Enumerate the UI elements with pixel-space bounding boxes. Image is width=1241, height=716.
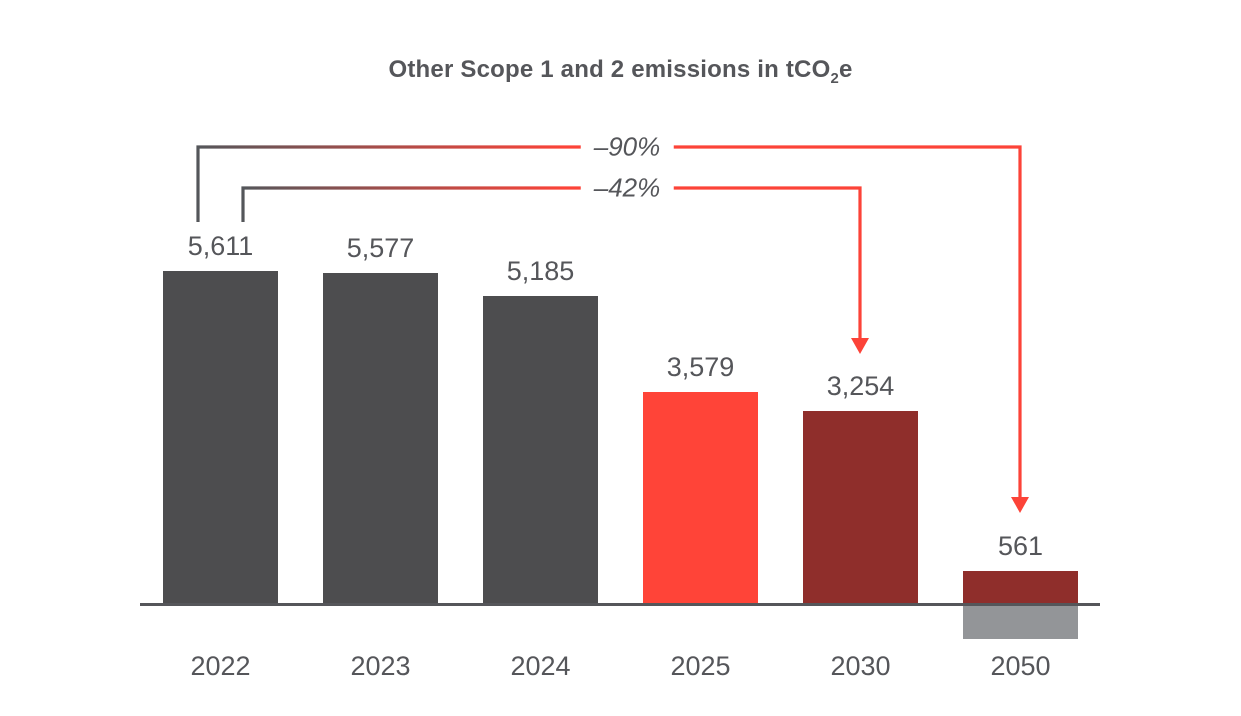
bar-value-label-2023: 5,577 bbox=[346, 233, 415, 263]
annotation-minus-42-label: –42% bbox=[580, 172, 674, 204]
chart-title-prefix: Other Scope 1 and 2 emissions in tCO bbox=[388, 56, 831, 83]
x-axis-label-2023: 2023 bbox=[350, 651, 411, 681]
bar-value-label-2022: 5,611 bbox=[187, 231, 254, 261]
bar-value-label-2030: 3,254 bbox=[826, 371, 895, 401]
bar-2022 bbox=[163, 271, 278, 604]
bar-2030 bbox=[803, 411, 918, 604]
x-axis-line bbox=[140, 603, 1100, 606]
chart-title-subscript: 2 bbox=[830, 70, 839, 87]
bar-value-label-2025: 3,579 bbox=[666, 352, 735, 382]
bar-2025 bbox=[643, 392, 758, 604]
bar-value-label-2050: 561 bbox=[997, 531, 1044, 561]
x-axis-label-2025: 2025 bbox=[670, 651, 731, 681]
chart-title: Other Scope 1 and 2 emissions in tCO2e bbox=[0, 56, 1241, 87]
arrow-minus-42-head bbox=[851, 338, 869, 354]
bar-2050 bbox=[963, 571, 1078, 604]
x-axis-label-2022: 2022 bbox=[190, 651, 251, 681]
annotation-minus-90-label: –90% bbox=[580, 131, 674, 163]
arrow-minus-90-head bbox=[1011, 497, 1029, 513]
chart-title-suffix: e bbox=[838, 56, 853, 83]
bar-value-label-2024: 5,185 bbox=[506, 256, 575, 286]
x-axis-label-2050: 2050 bbox=[990, 651, 1051, 681]
bar-2050-below-axis bbox=[963, 604, 1078, 639]
bar-2023 bbox=[323, 273, 438, 604]
x-axis-label-2024: 2024 bbox=[510, 651, 571, 681]
bar-2024 bbox=[483, 296, 598, 604]
x-axis-label-2030: 2030 bbox=[830, 651, 891, 681]
